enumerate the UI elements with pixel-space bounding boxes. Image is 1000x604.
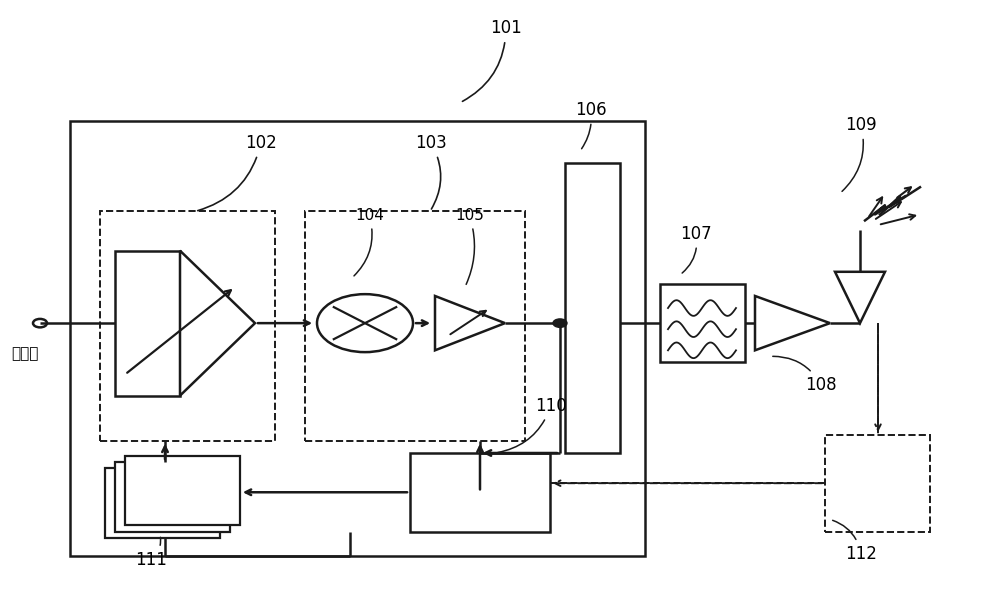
FancyBboxPatch shape (825, 435, 930, 532)
Text: 101: 101 (462, 19, 522, 101)
FancyBboxPatch shape (105, 468, 220, 538)
Polygon shape (755, 296, 830, 350)
Text: 107: 107 (680, 225, 712, 273)
Circle shape (553, 319, 567, 327)
FancyBboxPatch shape (410, 453, 550, 532)
FancyBboxPatch shape (70, 121, 645, 556)
Text: 110: 110 (498, 397, 567, 452)
Text: 106: 106 (575, 101, 607, 149)
Polygon shape (180, 251, 255, 396)
Text: 112: 112 (833, 520, 877, 563)
FancyBboxPatch shape (660, 284, 745, 362)
Text: 108: 108 (773, 356, 837, 394)
FancyBboxPatch shape (100, 211, 275, 441)
FancyBboxPatch shape (115, 462, 230, 532)
Polygon shape (835, 272, 885, 323)
FancyBboxPatch shape (115, 251, 180, 396)
Polygon shape (435, 296, 505, 350)
Text: 从基带: 从基带 (11, 346, 39, 361)
Text: 105: 105 (455, 208, 484, 284)
FancyBboxPatch shape (125, 456, 240, 525)
FancyBboxPatch shape (305, 211, 525, 441)
FancyBboxPatch shape (565, 163, 620, 453)
Circle shape (317, 294, 413, 352)
Text: 111: 111 (135, 538, 167, 569)
Text: 103: 103 (415, 134, 447, 209)
Text: 109: 109 (842, 116, 877, 191)
Text: 104: 104 (354, 208, 384, 276)
Text: 102: 102 (198, 134, 277, 211)
